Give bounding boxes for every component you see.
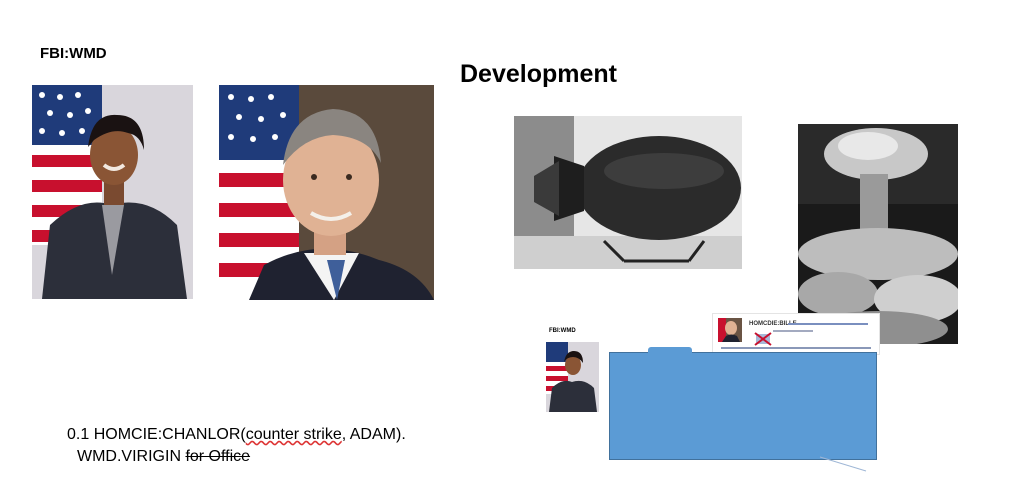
caption-line-1: 0.1 HOMCIE:CHANLOR(counter strike, ADAM)…: [67, 424, 487, 446]
caption-line-2: WMD.VIRIGIN for Office: [67, 446, 487, 468]
caption-line-1-struck: counter strike: [245, 426, 342, 443]
mushroom-cloud-photo: [798, 124, 958, 344]
thumbnail-text-line: [721, 347, 871, 349]
portrait-photo-1: [32, 85, 193, 299]
slide-label: FBI:WMD: [40, 45, 107, 62]
thumbnail-doc-title: HOMCDIE:BILLE: [749, 321, 797, 327]
blue-tab-shape: [648, 347, 692, 353]
caption-line-1-suffix: , ADAM).: [341, 426, 406, 443]
caption-line-2-prefix: WMD.VIRIGIN: [77, 448, 186, 465]
thumbnail-portrait-photo: [546, 342, 599, 412]
thumbnail-slide-label: FBI:WMD: [549, 328, 576, 334]
caption-line-2-struck: for Office: [185, 448, 251, 465]
embedded-document-thumbnail: HOMCDIE:BILLE: [712, 313, 880, 355]
thumbnail-text-line: [788, 323, 868, 325]
thumbnail-text-line: [773, 330, 813, 332]
caption-text: 0.1 HOMCIE:CHANLOR(counter strike, ADAM)…: [67, 424, 487, 468]
caption-line-1-prefix: 0.1 HOMCIE:CHANLOR(: [67, 426, 246, 443]
thumbnail-portrait: [718, 318, 742, 342]
x-mark-icon: [753, 332, 773, 346]
connector-line: [819, 456, 867, 472]
blue-rectangle-shape[interactable]: [609, 352, 877, 460]
slide-heading: Development: [460, 60, 617, 88]
bomb-photo: [514, 116, 742, 269]
portrait-photo-2: [219, 85, 434, 300]
